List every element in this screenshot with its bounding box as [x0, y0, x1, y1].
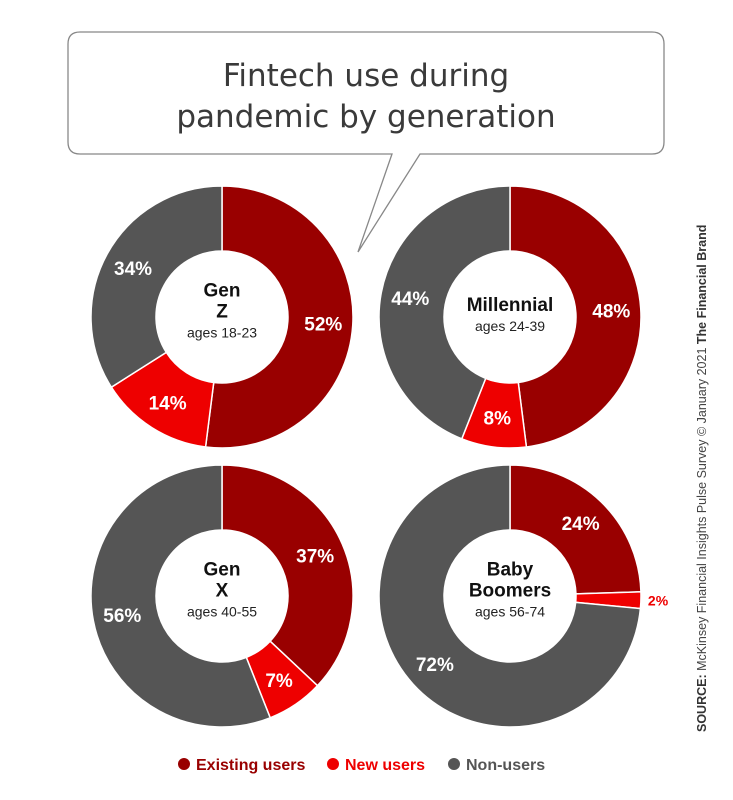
legend-label: Existing users — [196, 757, 305, 774]
value-label-new-users: 7% — [265, 671, 293, 692]
slice-existing-users — [221, 464, 354, 687]
donut-title: Millennial — [467, 295, 554, 316]
legend-label: New users — [345, 757, 425, 774]
chart-title-line-1: Fintech use during — [223, 58, 509, 94]
slice-non-users — [90, 464, 272, 728]
value-label-non-users: 72% — [416, 655, 454, 676]
legend-item-existing-users: Existing users — [178, 757, 305, 774]
legend-label: Non-users — [466, 757, 545, 774]
donut-subtitle: ages 40-55 — [187, 604, 257, 620]
value-label-non-users: 56% — [103, 606, 141, 627]
donut-title: Gen — [204, 281, 241, 302]
value-label-existing-users: 24% — [562, 514, 600, 535]
source-note: SOURCE: McKinsey Financial Insights Puls… — [695, 225, 709, 732]
value-label-new-users: 2% — [648, 592, 669, 608]
legend-swatch — [178, 758, 190, 770]
donut-subtitle: ages 24-39 — [475, 318, 545, 334]
value-label-existing-users: 52% — [304, 314, 342, 335]
donut-title: Z — [216, 302, 228, 323]
value-label-new-users: 14% — [149, 394, 187, 415]
donut-title: Boomers — [469, 581, 551, 602]
legend-swatch — [327, 758, 339, 770]
slice-existing-users — [509, 464, 642, 595]
source-label: SOURCE: — [695, 674, 709, 732]
donut-millennial: 48% 8% 44% Millennial ages 24-39 — [378, 185, 642, 449]
value-label-non-users: 44% — [391, 289, 429, 310]
source-brand: The Financial Brand — [695, 224, 709, 345]
slice-non-users — [90, 185, 223, 389]
value-label-non-users: 34% — [114, 259, 152, 280]
legend-swatch — [448, 758, 460, 770]
legend-item-non-users: Non-users — [448, 757, 545, 774]
legend-item-new-users: New users — [327, 757, 425, 774]
legend: Existing users New users Non-users — [178, 757, 545, 774]
chart-title-line-2: pandemic by generation — [176, 99, 555, 135]
donut-subtitle: ages 56-74 — [475, 604, 545, 620]
value-label-existing-users: 48% — [592, 302, 630, 323]
value-label-new-users: 8% — [484, 409, 512, 430]
slice-existing-users — [509, 185, 642, 448]
donut-title: Baby — [487, 560, 534, 581]
slice-non-users — [378, 464, 642, 728]
title-speech-bubble — [67, 31, 665, 253]
value-label-existing-users: 37% — [296, 547, 334, 568]
source-text: McKinsey Financial Insights Pulse Survey… — [695, 347, 709, 671]
donut-title: X — [216, 581, 229, 602]
donut-title: Gen — [204, 560, 241, 581]
slice-non-users — [378, 185, 511, 440]
slice-existing-users — [204, 185, 354, 449]
donut-subtitle: ages 18-23 — [187, 325, 257, 341]
